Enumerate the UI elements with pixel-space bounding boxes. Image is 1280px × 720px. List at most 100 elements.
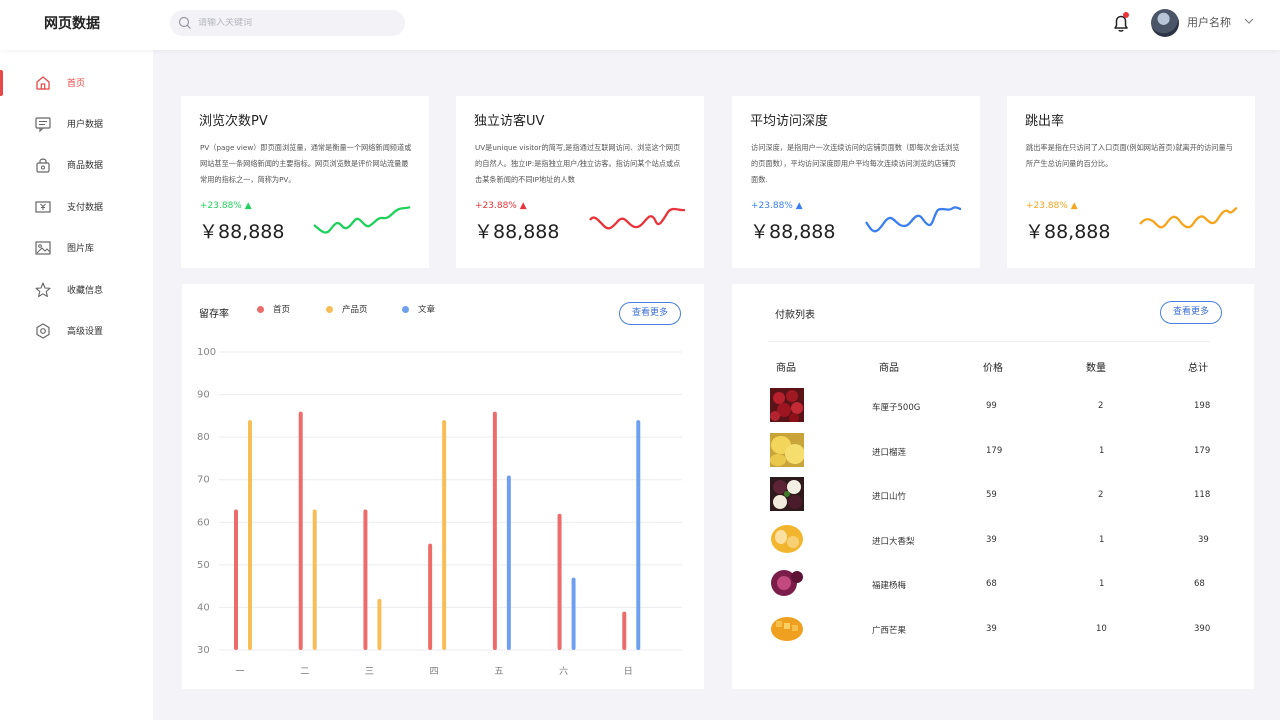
username[interactable]: 用户名称 bbox=[1187, 16, 1231, 29]
table-row[interactable]: 广西芒果 39 10 390 bbox=[732, 609, 1254, 649]
y-tick-label: 30 bbox=[197, 645, 210, 656]
bar-首页-六[interactable] bbox=[557, 513, 562, 650]
avatar[interactable] bbox=[1151, 9, 1179, 37]
x-tick-label: 二 bbox=[300, 667, 309, 677]
sidebar-item-products[interactable]: 商品数据 bbox=[0, 152, 153, 178]
search-icon bbox=[178, 16, 191, 29]
y-tick-label: 100 bbox=[197, 347, 216, 358]
cherry-image bbox=[770, 388, 804, 422]
payment-panel: 付款列表 查看更多 商品 商品 价格 数量 总计 车厘子500G 99 2 19… bbox=[732, 284, 1254, 689]
product-name: 广西芒果 bbox=[872, 626, 907, 636]
product-total: 390 bbox=[1194, 624, 1211, 634]
sidebar-item-home[interactable]: 首页 bbox=[0, 70, 153, 96]
product-name: 进口榴莲 bbox=[872, 448, 907, 458]
bar-产品页-二[interactable] bbox=[312, 509, 317, 650]
y-tick-label: 60 bbox=[197, 517, 210, 528]
sidebar-item-gallery[interactable]: 图片库 bbox=[0, 235, 153, 261]
y-tick-label: 70 bbox=[197, 475, 210, 486]
sidebar-item-favorites[interactable]: 收藏信息 bbox=[0, 277, 153, 303]
stat-card-pv: 浏览次数PV PV（page view）即页面浏览量，通常是衡量一个网络新闻频道… bbox=[181, 96, 429, 268]
legend-item[interactable]: 产品页 bbox=[326, 303, 368, 315]
card-description: PV（page view）即页面浏览量，通常是衡量一个网络新闻频道或网站甚至一条… bbox=[200, 143, 412, 184]
legend-dot bbox=[402, 305, 409, 313]
bar-产品页-三[interactable] bbox=[377, 598, 382, 650]
search-box[interactable] bbox=[170, 10, 405, 36]
money-icon bbox=[35, 201, 51, 213]
bar-文章-日[interactable] bbox=[636, 420, 641, 650]
bar-首页-三[interactable] bbox=[363, 509, 368, 650]
bag-icon bbox=[36, 158, 50, 173]
mangosteen-image bbox=[770, 477, 804, 511]
product-name: 进口大香梨 bbox=[872, 537, 915, 547]
bar-首页-一[interactable] bbox=[234, 509, 238, 650]
notification-dot bbox=[1123, 12, 1129, 18]
card-title: 跳出率 bbox=[1025, 114, 1065, 129]
sparkline-chart bbox=[865, 206, 962, 233]
table-row[interactable]: 进口山竹 59 2 118 bbox=[732, 475, 1254, 515]
table-row[interactable]: 进口大香梨 39 1 39 bbox=[732, 520, 1254, 560]
bar-首页-五[interactable] bbox=[492, 411, 497, 650]
sidebar-item-settings[interactable]: 高级设置 bbox=[0, 318, 153, 344]
search-input[interactable] bbox=[198, 18, 388, 28]
card-title: 平均访问深度 bbox=[750, 114, 829, 129]
x-tick-label: 四 bbox=[430, 667, 439, 677]
gear-icon bbox=[36, 323, 50, 339]
bar-产品页-一[interactable] bbox=[248, 420, 252, 650]
top-bar: 网页数据 用户名称 bbox=[0, 0, 1280, 50]
sparkline-chart bbox=[313, 205, 411, 234]
y-tick-label: 50 bbox=[197, 560, 210, 571]
column-header: 商品 bbox=[879, 363, 899, 374]
home-icon bbox=[36, 76, 50, 90]
product-quantity: 10 bbox=[1096, 624, 1107, 634]
bar-首页-日[interactable] bbox=[622, 611, 627, 650]
product-quantity: 1 bbox=[1099, 535, 1105, 545]
product-quantity: 2 bbox=[1098, 490, 1104, 500]
product-quantity: 1 bbox=[1099, 446, 1105, 456]
legend-item[interactable]: 首页 bbox=[257, 303, 290, 315]
table-row[interactable]: 福建杨梅 68 1 68 bbox=[732, 564, 1254, 604]
legend-item[interactable]: 文章 bbox=[402, 303, 435, 315]
stat-card-depth: 平均访问深度 访问深度，是指用户一次连续访问的店铺页面数（即每次会话浏览的页面数… bbox=[732, 96, 980, 268]
legend-dot bbox=[257, 305, 264, 313]
durian-image bbox=[770, 433, 804, 467]
bar-文章-六[interactable] bbox=[571, 577, 576, 650]
product-quantity: 2 bbox=[1098, 401, 1104, 411]
sidebar-item-label: 商品数据 bbox=[67, 161, 104, 171]
bar-首页-二[interactable] bbox=[298, 411, 303, 650]
view-more-button[interactable]: 查看更多 bbox=[1160, 301, 1222, 324]
sidebar-item-label: 图片库 bbox=[67, 244, 95, 254]
legend-dot bbox=[326, 305, 333, 313]
product-total: 118 bbox=[1194, 490, 1211, 500]
card-value: ￥88,888 bbox=[1025, 221, 1111, 243]
sidebar: 首页 用户数据 商品数据 支付数据 图片库 收藏信息 高级设置 bbox=[0, 50, 153, 720]
mango-image bbox=[770, 611, 804, 645]
card-value: ￥88,888 bbox=[474, 221, 560, 243]
image-icon bbox=[35, 241, 51, 255]
bar-文章-五[interactable] bbox=[506, 475, 511, 650]
sidebar-item-label: 支付数据 bbox=[67, 203, 104, 213]
bell-icon[interactable] bbox=[1110, 12, 1132, 34]
card-title: 浏览次数PV bbox=[199, 114, 268, 129]
product-total: 179 bbox=[1194, 446, 1211, 456]
card-title: 独立访客UV bbox=[474, 114, 545, 129]
sidebar-item-label: 收藏信息 bbox=[67, 286, 104, 296]
bar-首页-四[interactable] bbox=[428, 543, 433, 650]
view-more-button[interactable]: 查看更多 bbox=[619, 302, 681, 325]
product-price: 179 bbox=[986, 446, 1003, 456]
x-tick-label: 日 bbox=[624, 666, 633, 677]
app-logo[interactable]: 网页数据 bbox=[44, 16, 100, 32]
product-name: 车厘子500G bbox=[872, 403, 921, 413]
table-row[interactable]: 车厘子500G 99 2 198 bbox=[732, 386, 1254, 426]
active-indicator bbox=[0, 70, 3, 96]
x-tick-label: 五 bbox=[494, 667, 503, 677]
table-row[interactable]: 进口榴莲 179 1 179 bbox=[732, 431, 1254, 471]
chevron-down-icon[interactable] bbox=[1243, 15, 1255, 27]
product-total: 198 bbox=[1194, 401, 1211, 411]
card-change: +23.88% ▲ bbox=[475, 201, 527, 211]
panel-title: 留存率 bbox=[199, 309, 229, 320]
bar-产品页-四[interactable] bbox=[442, 420, 447, 650]
sidebar-item-payments[interactable]: 支付数据 bbox=[0, 194, 153, 220]
sidebar-item-users[interactable]: 用户数据 bbox=[0, 111, 153, 137]
column-header: 价格 bbox=[983, 363, 1003, 374]
product-price: 39 bbox=[986, 624, 997, 634]
